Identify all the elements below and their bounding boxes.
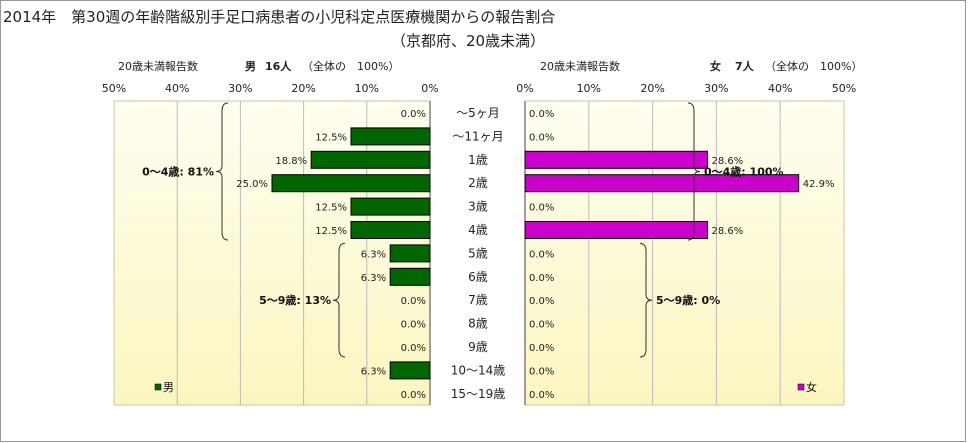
female-bar bbox=[524, 221, 708, 239]
male-bar bbox=[350, 221, 431, 239]
female-legend-label: 女 bbox=[806, 380, 817, 394]
female-header-sex: 女 bbox=[710, 59, 721, 73]
category-label: 15～19歳 bbox=[451, 387, 506, 401]
male-value-label: 0.0% bbox=[401, 390, 426, 401]
category-label: 8歳 bbox=[468, 317, 488, 331]
male-tick-label: 40% bbox=[165, 82, 189, 95]
male-group-label: 5～9歳: 13% bbox=[259, 293, 331, 307]
male-bar bbox=[389, 244, 431, 263]
category-label: 2歳 bbox=[468, 176, 488, 190]
female-group-label: 5～9歳: 0% bbox=[656, 293, 720, 307]
category-label: 7歳 bbox=[468, 293, 488, 307]
male-value-label: 6.3% bbox=[361, 366, 386, 377]
category-label: 5歳 bbox=[468, 246, 488, 260]
male-panel: 0% 10% 20% 30% 40% 50% 0.0% 12.5% 18.8% 25.0% 12.5… bbox=[102, 82, 439, 406]
female-value-label: 0.0% bbox=[529, 296, 554, 307]
male-bar bbox=[389, 267, 431, 286]
category-label: 6歳 bbox=[468, 270, 488, 284]
male-header-count: 16人 bbox=[265, 59, 292, 73]
male-group-brace bbox=[332, 242, 346, 358]
male-bar bbox=[389, 361, 431, 380]
female-value-label: 0.0% bbox=[529, 366, 554, 377]
chart-title: 2014年 第30週の年齢階級別手足口病患者の小児科定点医療機関からの報告割合 bbox=[3, 8, 555, 26]
female-bar bbox=[524, 150, 708, 169]
category-label: 9歳 bbox=[468, 340, 488, 354]
male-tick-label: 30% bbox=[228, 82, 252, 95]
female-value-label: 42.9% bbox=[803, 179, 835, 190]
male-value-label: 0.0% bbox=[401, 296, 426, 307]
male-value-label: 0.0% bbox=[401, 320, 426, 331]
male-legend-label: 男 bbox=[163, 381, 174, 394]
female-header-count: 7人 bbox=[735, 59, 755, 73]
female-value-label: 0.0% bbox=[529, 203, 554, 214]
female-plot-area bbox=[524, 100, 845, 406]
category-labels: ～5ヶ月 ～11ヶ月 1歳 2歳 3歳 4歳 5歳 6歳 7歳 8歳 9歳 10～14歳 15～19歳 bbox=[451, 106, 506, 401]
male-value-label: 25.0% bbox=[236, 179, 268, 190]
male-tick-label: 10% bbox=[355, 82, 379, 95]
category-label: 3歳 bbox=[468, 200, 488, 214]
female-tick-label: 0% bbox=[516, 82, 533, 95]
male-bar bbox=[310, 150, 431, 169]
male-value-label: 12.5% bbox=[315, 226, 347, 237]
female-value-label: 28.6% bbox=[711, 226, 743, 237]
male-value-label: 12.5% bbox=[315, 203, 347, 214]
male-value-label: 0.0% bbox=[401, 109, 426, 120]
male-legend-swatch bbox=[154, 383, 162, 391]
male-bar bbox=[271, 174, 431, 193]
male-value-label: 18.8% bbox=[275, 156, 307, 167]
male-value-label: 6.3% bbox=[361, 249, 386, 260]
female-header-total: （全体の 100%） bbox=[765, 59, 862, 73]
male-tick-label: 50% bbox=[102, 82, 126, 95]
female-value-label: 0.0% bbox=[529, 273, 554, 284]
male-header-sex: 男 bbox=[245, 60, 256, 73]
female-value-label: 0.0% bbox=[529, 249, 554, 260]
category-label: 1歳 bbox=[468, 153, 488, 167]
female-bar bbox=[524, 174, 800, 193]
category-label: 10～14歳 bbox=[451, 363, 506, 377]
male-bar bbox=[350, 127, 431, 146]
female-tick-label: 30% bbox=[704, 82, 728, 95]
female-tick-label: 20% bbox=[640, 82, 664, 95]
male-group-label: 0～4歳: 81% bbox=[142, 165, 214, 179]
female-group-label: 0～4歳: 100% bbox=[704, 165, 784, 179]
male-value-label: 12.5% bbox=[315, 132, 347, 143]
female-panel: 0% 10% 20% 30% 40% 50% 0.0% 0.0% 28.6% 42.9% 0.0% 2… bbox=[516, 82, 856, 406]
female-value-label: 0.0% bbox=[529, 320, 554, 331]
female-value-label: 0.0% bbox=[529, 390, 554, 401]
male-value-label: 6.3% bbox=[361, 273, 386, 284]
male-bar bbox=[350, 197, 431, 216]
female-value-label: 0.0% bbox=[529, 343, 554, 354]
male-tick-label: 20% bbox=[291, 82, 315, 95]
category-label: 4歳 bbox=[468, 223, 488, 237]
category-label: ～11ヶ月 bbox=[452, 129, 503, 143]
female-value-label: 28.6% bbox=[711, 156, 743, 167]
chart-subtitle: （京都府、20歳未満） bbox=[391, 32, 545, 50]
female-tick-label: 40% bbox=[768, 82, 792, 95]
female-legend-swatch bbox=[797, 383, 805, 391]
female-group-brace bbox=[687, 102, 701, 241]
male-tick-label: 0% bbox=[421, 82, 438, 95]
female-group-brace bbox=[639, 242, 653, 358]
female-tick-label: 50% bbox=[832, 82, 856, 95]
category-label: ～5ヶ月 bbox=[456, 106, 500, 120]
female-tick-label: 10% bbox=[577, 82, 601, 95]
male-header-total: （全体の 100%） bbox=[302, 59, 399, 73]
male-group-brace bbox=[215, 102, 229, 241]
female-header-label: 20歳未満報告数 bbox=[540, 60, 620, 73]
male-header-label: 20歳未満報告数 bbox=[118, 60, 198, 73]
male-value-label: 0.0% bbox=[401, 343, 426, 354]
female-value-label: 0.0% bbox=[529, 109, 554, 120]
female-value-label: 0.0% bbox=[529, 132, 554, 143]
